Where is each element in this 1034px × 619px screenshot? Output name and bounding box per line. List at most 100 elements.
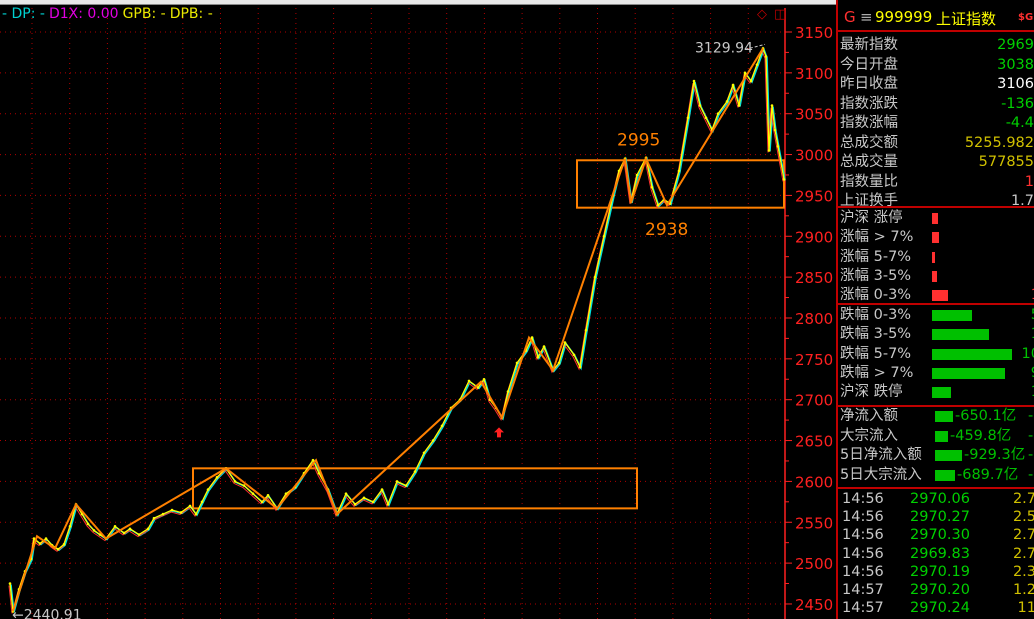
quote-panel: G ≡ 999999 上证指数 $G1 最新指数2969今日开盘3038昨日收盘… xyxy=(836,0,1034,619)
range-row: 跌幅 0-3% 5 xyxy=(840,305,1034,325)
price-point xyxy=(266,493,270,497)
flow-extra: -1 xyxy=(1028,408,1034,424)
range-row: 跌幅 > 7% 9 xyxy=(840,363,1034,383)
price-point xyxy=(233,480,237,483)
price-point xyxy=(200,500,204,504)
stat-row: 上证换手 1.7 xyxy=(840,191,1034,211)
price-point xyxy=(656,203,660,207)
tick-volume: 2.7 xyxy=(1012,545,1034,562)
tick-time: 14:56 xyxy=(842,509,884,526)
price-point xyxy=(146,527,150,531)
price-chart[interactable]: 2450 2500 2550 2600 2650 2700 2750 2800 2850 2900… xyxy=(0,0,836,619)
price-point xyxy=(404,484,408,487)
price-point xyxy=(635,173,639,177)
price-point xyxy=(725,100,729,103)
range-label: 涨幅 3-5% xyxy=(840,267,912,284)
price-point xyxy=(395,480,399,483)
tick-time: 14:56 xyxy=(842,563,884,580)
price-point xyxy=(716,112,720,116)
price-point xyxy=(467,379,471,383)
price-point xyxy=(773,128,777,132)
price-point xyxy=(440,424,444,428)
stat-value: 3106 xyxy=(997,76,1034,92)
y-tick-label: 2750 xyxy=(795,351,833,369)
flow-bar xyxy=(935,450,962,461)
range-row: 跌幅 5-7% 10 xyxy=(840,344,1034,364)
price-point xyxy=(128,527,132,531)
annotation-leader xyxy=(744,43,766,50)
price-line-alt xyxy=(10,47,786,613)
annotation-label: 2995 xyxy=(617,131,660,151)
menu-icon[interactable]: ≡ xyxy=(860,8,873,26)
range-label: 涨幅 5-7% xyxy=(840,248,912,265)
section-divider xyxy=(838,303,1034,305)
price-point xyxy=(170,508,174,512)
flow-row: 5日大宗流入 -689.7亿 - xyxy=(840,465,1034,485)
range-row: 沪深 跌停 1 xyxy=(840,382,1034,402)
price-point xyxy=(386,502,390,506)
price-point xyxy=(311,458,315,462)
window-top-strip xyxy=(0,0,836,5)
price-point xyxy=(506,390,510,393)
tick-time: 14:57 xyxy=(842,582,884,598)
tick-price: 2970.06 xyxy=(910,491,970,507)
flow-bar xyxy=(935,469,955,481)
section-divider xyxy=(838,206,1034,208)
price-point xyxy=(557,361,561,365)
stat-row: 指数量比 1 xyxy=(840,172,1034,192)
y-tick-label: 2650 xyxy=(795,433,833,451)
tick-row: 14:57 2970.20 1.2 xyxy=(840,580,1034,600)
range-row: 沪深 涨停 xyxy=(840,208,1034,228)
diamond-icon[interactable]: ◇ xyxy=(757,7,767,22)
tick-row: 14:56 2970.19 2.3 xyxy=(840,562,1034,582)
flag-icon: G xyxy=(844,8,856,26)
price-point xyxy=(677,169,681,173)
flow-label: 5日大宗流入 xyxy=(840,466,922,483)
tick-time: 14:56 xyxy=(842,545,884,562)
price-point xyxy=(32,537,36,540)
price-point xyxy=(650,185,654,189)
price-line-up xyxy=(8,48,784,614)
flow-extra: - xyxy=(1028,427,1034,444)
price-point xyxy=(704,116,708,120)
stat-value: 2969 xyxy=(997,37,1034,53)
range-count: 9 xyxy=(1031,363,1034,383)
y-tick-label: 3150 xyxy=(795,24,833,42)
annotation-label: ←2440.91 xyxy=(12,607,82,619)
range-row: 涨幅 3-5% xyxy=(840,266,1034,286)
flow-extra: - xyxy=(1028,447,1034,463)
tick-volume: 2.5 xyxy=(1012,509,1034,526)
tick-time: 14:56 xyxy=(842,491,884,507)
price-point xyxy=(215,476,219,479)
price-point xyxy=(137,533,141,536)
range-count: 1 xyxy=(1031,382,1034,402)
flow-label: 大宗流入 xyxy=(840,427,898,444)
y-tick-label: 2500 xyxy=(795,555,833,573)
price-point xyxy=(317,471,321,475)
price-point xyxy=(578,365,582,369)
tick-price: 2970.19 xyxy=(910,563,970,580)
tick-time: 14:56 xyxy=(842,527,884,544)
price-point xyxy=(542,345,546,348)
price-point xyxy=(284,492,288,495)
tick-row: 14:56 2969.83 2.7 xyxy=(840,544,1034,564)
security-code: 999999 xyxy=(875,8,933,26)
price-point xyxy=(44,537,48,540)
tick-volume: 2.7 xyxy=(1012,491,1034,507)
tick-volume: 2.7 xyxy=(1012,527,1034,544)
price-line xyxy=(9,46,785,612)
tick-row: 14:57 2970.24 11 xyxy=(840,598,1034,618)
stat-row: 最新指数 2969 xyxy=(840,35,1034,55)
price-point xyxy=(776,145,780,148)
price-point xyxy=(749,79,753,83)
range-label: 跌幅 5-7% xyxy=(840,345,912,362)
split-window-icon[interactable]: ◫ xyxy=(774,7,787,22)
y-tick-label: 2900 xyxy=(795,228,833,246)
y-tick-label: 2550 xyxy=(795,514,833,532)
range-label: 跌幅 3-5% xyxy=(840,326,912,343)
range-row: 涨幅 > 7% xyxy=(840,227,1034,247)
tick-row: 14:56 2970.06 2.7 xyxy=(840,489,1034,509)
price-point xyxy=(362,496,366,500)
price-point xyxy=(242,484,246,487)
range-row: 涨幅 0-3% 1 xyxy=(840,285,1034,305)
